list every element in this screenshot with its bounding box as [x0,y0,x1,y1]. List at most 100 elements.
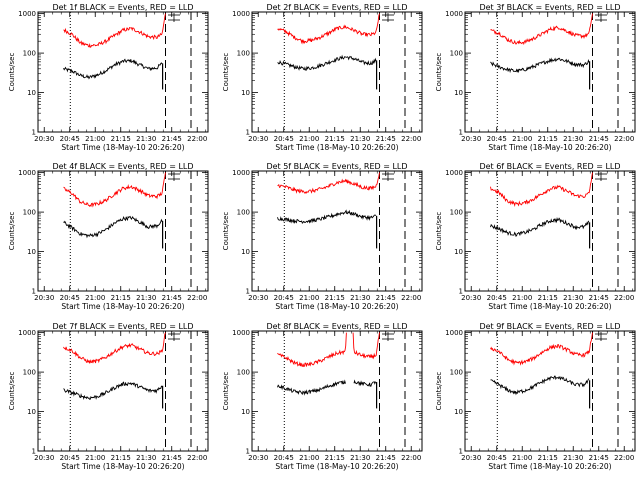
x-tick-label: 20:30 [34,135,54,143]
series-lld [490,332,593,366]
x-tick-label: 20:45 [60,294,80,302]
x-tick-label: 20:30 [248,135,268,143]
chart-title: Det 3f BLACK = Events, RED = LLD [479,3,620,12]
x-tick-label: 20:30 [461,135,481,143]
y-tick-label: 1 [246,288,250,296]
series-events [63,381,163,400]
series-group [63,332,180,409]
x-tick-label: 21:30 [350,454,370,462]
x-tick-label: 21:30 [136,294,156,302]
series-lld [277,332,347,368]
x-tick-label: 20:30 [248,454,268,462]
x-tick-label: 22:00 [401,135,421,143]
x-axis-label: Start Time (18-May-10 20:26:20) [488,302,611,311]
y-tick-label: 1 [246,448,250,456]
x-tick-label: 21:30 [563,135,583,143]
series-group [277,13,394,90]
x-tick-label: 21:30 [350,294,370,302]
x-tick-label: 21:30 [136,454,156,462]
axes-box [37,11,209,133]
x-tick-label: 20:45 [274,454,294,462]
panel-det-4: Det 4f BLACK = Events, RED = LLD 20:30 20:… [8,162,209,311]
series-lld [277,172,380,194]
axes-box [251,11,423,133]
x-tick-label: 21:00 [512,294,532,302]
y-tick-label: 1000 [18,169,36,177]
x-tick-label: 21:15 [325,294,345,302]
x-tick-label: 20:45 [487,454,507,462]
y-tick-label: 1000 [18,10,36,18]
chart-title: Det 2f BLACK = Events, RED = LLD [266,3,407,12]
y-tick-label: 1000 [232,10,250,18]
x-tick-label: 21:45 [589,454,609,462]
x-tick-label: 22:00 [401,454,421,462]
x-tick-label: 21:30 [563,294,583,302]
vline-group [283,12,406,132]
axes-box [464,11,636,133]
x-tick-label: 21:45 [589,135,609,143]
x-tick-label: 21:00 [85,454,105,462]
x-tick-label: 21:45 [376,454,396,462]
y-tick-label: 1 [32,288,36,296]
x-tick-label: 21:00 [512,135,532,143]
series-lld [352,332,380,360]
y-tick-label: 10 [27,248,36,256]
x-tick-label: 21:15 [111,454,131,462]
series-lld [63,172,166,208]
y-tick-label: 1000 [232,169,250,177]
series-events [277,54,377,71]
x-tick-label: 21:00 [299,454,319,462]
x-tick-label: 22:00 [614,454,634,462]
y-tick-label: 1000 [18,329,36,337]
series-events [63,58,163,80]
y-tick-label: 100 [23,50,36,58]
y-tick-label: 1000 [232,329,250,337]
x-tick-label: 21:15 [538,294,558,302]
y-tick-label: 1 [459,448,463,456]
x-tick-label: 21:45 [589,294,609,302]
y-tick-label: 100 [237,209,250,217]
y-tick-label: 1 [459,288,463,296]
series-group [490,172,607,249]
x-tick-label: 21:45 [162,135,182,143]
y-tick-label: 1 [32,448,36,456]
panel-det-1: Det 1f BLACK = Events, RED = LLD 20:30 20:… [8,3,209,152]
x-tick-label: 20:45 [274,294,294,302]
series-group [63,13,180,90]
y-axis-label: Counts/sec [8,372,16,411]
x-tick-label: 21:15 [538,454,558,462]
y-tick-label: 10 [241,408,250,416]
y-axis-label: Counts/sec [222,372,230,411]
chart-title: Det 8f BLACK = Events, RED = LLD [266,322,407,331]
series-events [490,217,590,238]
chart-title: Det 9f BLACK = Events, RED = LLD [479,322,620,331]
vline-group [496,331,619,451]
vline-group [496,171,619,291]
axes-box [37,330,209,452]
axes-box [251,330,423,452]
x-tick-label: 21:45 [162,454,182,462]
y-tick-label: 100 [450,209,463,217]
series-group [277,172,394,249]
chart-title: Det 1f BLACK = Events, RED = LLD [52,3,193,12]
series-group [490,13,607,90]
x-tick-label: 20:30 [461,454,481,462]
y-tick-label: 1000 [445,329,463,337]
x-tick-label: 21:15 [111,135,131,143]
y-tick-label: 10 [454,248,463,256]
x-axis-label: Start Time (18-May-10 20:26:20) [275,462,398,471]
axes-box [464,330,636,452]
vline-group [496,12,619,132]
x-tick-label: 21:15 [538,135,558,143]
x-axis-label: Start Time (18-May-10 20:26:20) [488,143,611,152]
axes-box [464,170,636,292]
x-tick-label: 20:45 [487,294,507,302]
series-events [353,379,377,387]
x-tick-label: 22:00 [187,454,207,462]
axes-box [251,170,423,292]
series-events [63,215,163,239]
y-axis-label: Counts/sec [8,53,16,92]
x-tick-label: 21:15 [325,454,345,462]
y-tick-label: 1000 [445,169,463,177]
